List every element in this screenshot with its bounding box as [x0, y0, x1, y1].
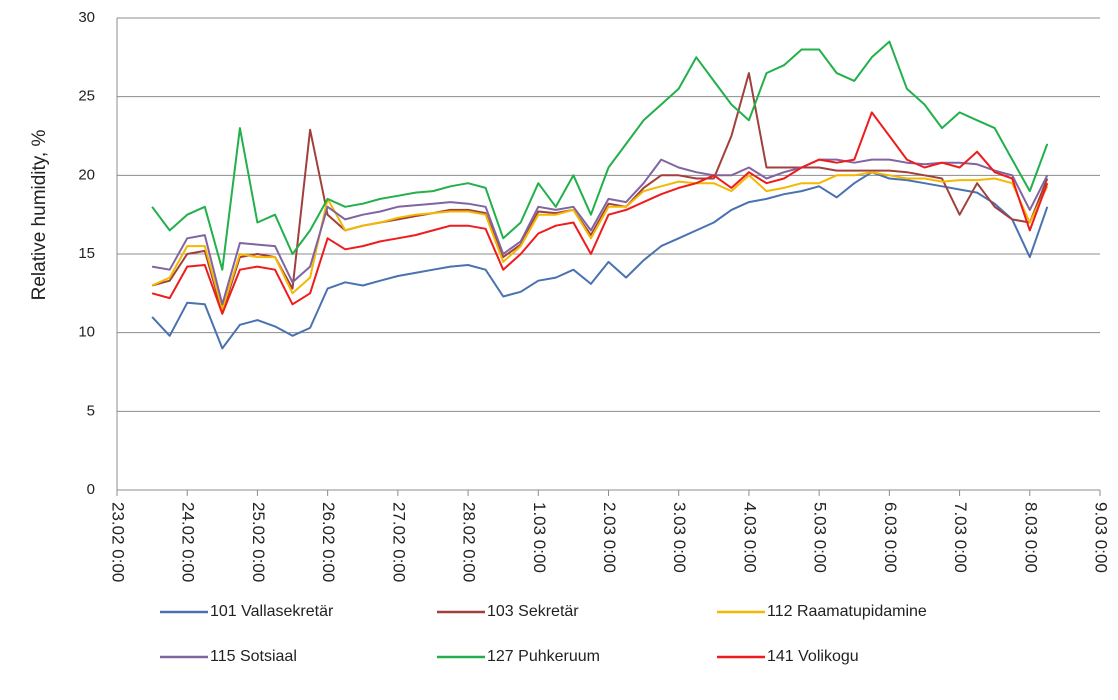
x-tick-label: 3.03 0:00	[670, 502, 689, 573]
legend-label: 101 Vallasekretär	[210, 603, 334, 620]
y-tick-label: 20	[78, 166, 95, 183]
y-tick-label: 10	[78, 324, 95, 341]
x-tick-label: 1.03 0:00	[530, 502, 549, 573]
x-tick-label: 26.02 0:00	[319, 502, 338, 582]
x-tick-label: 6.03 0:00	[881, 502, 900, 573]
x-tick-label: 28.02 0:00	[460, 502, 479, 582]
y-tick-label: 25	[78, 88, 95, 105]
data-line	[151, 111, 1049, 315]
y-tick-label: 0	[87, 481, 95, 498]
data-line	[151, 40, 1049, 271]
x-tick-label: 8.03 0:00	[1021, 502, 1040, 573]
data-line	[151, 171, 1049, 350]
x-tick-label: 4.03 0:00	[740, 502, 759, 573]
x-tick-label: 9.03 0:00	[1092, 502, 1111, 573]
x-tick-label: 7.03 0:00	[951, 502, 970, 573]
x-tick-label: 5.03 0:00	[811, 502, 830, 573]
y-axis-label: Relative humidity, %	[29, 130, 50, 301]
y-tick-label: 15	[78, 245, 95, 262]
x-tick-label: 2.03 0:00	[600, 502, 619, 573]
data-line	[151, 158, 1049, 306]
data-line	[151, 171, 1049, 311]
legend-label: 127 Puhkeruum	[487, 648, 600, 665]
legend-label: 115 Sotsiaal	[210, 648, 297, 665]
x-tick-label: 24.02 0:00	[179, 502, 198, 582]
x-tick-label: 23.02 0:00	[109, 502, 128, 582]
y-tick-label: 30	[78, 9, 95, 26]
legend-label: 103 Sekretär	[487, 603, 579, 620]
y-tick-label: 5	[87, 402, 95, 419]
legend-label: 141 Volikogu	[767, 648, 859, 665]
x-tick-label: 27.02 0:00	[389, 502, 408, 582]
x-tick-label: 25.02 0:00	[249, 502, 268, 582]
legend-label: 112 Raamatupidamine	[767, 603, 927, 620]
data-line	[151, 72, 1049, 314]
